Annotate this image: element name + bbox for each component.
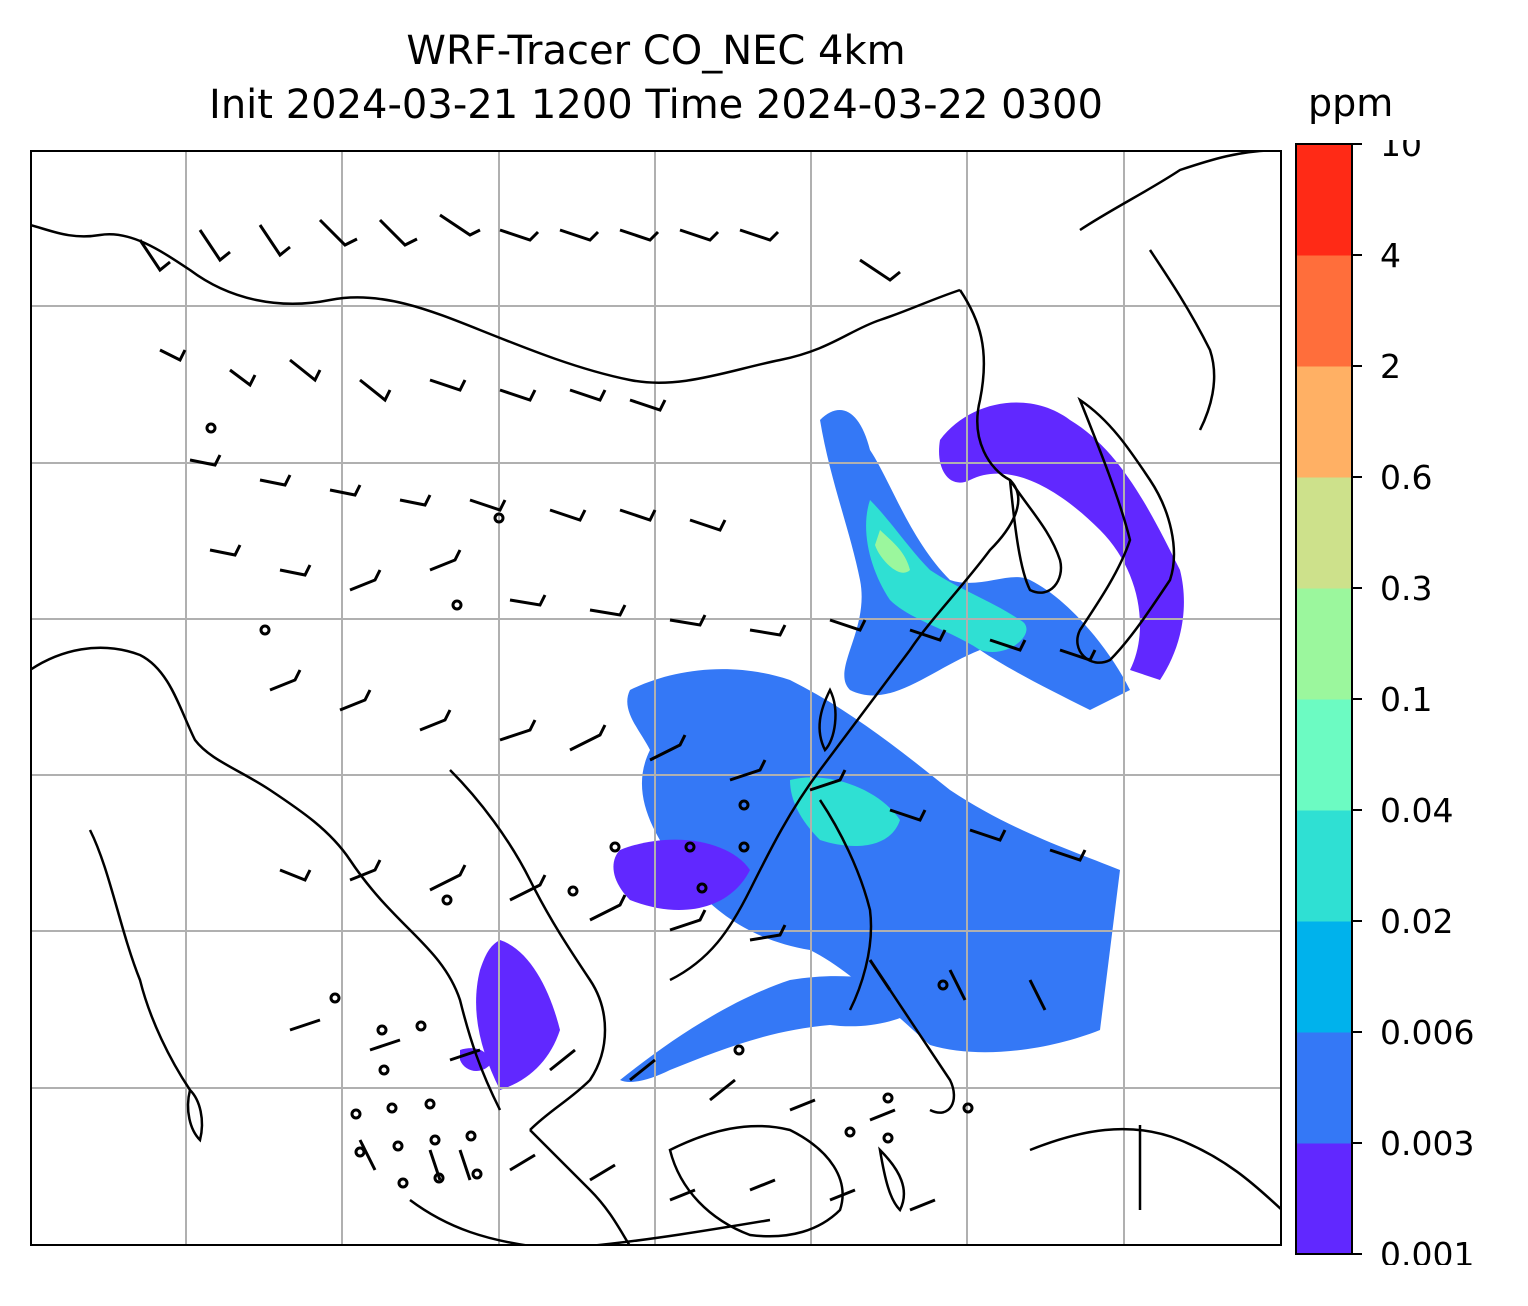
map-subtitle: Init 2024-03-21 1200 Time 2024-03-22 030…: [209, 82, 1103, 128]
gridlines: [30, 150, 1282, 1246]
colorbar-tick-label: 0.6: [1380, 458, 1432, 497]
plume-north: [820, 410, 1130, 710]
map-title: WRF-Tracer CO_NEC 4km: [406, 28, 906, 74]
colorbar-tick-label: 0.3: [1380, 569, 1432, 608]
coast-sulawesi: [878, 1146, 906, 1213]
colorbar-ticks: 0.001 0.003 0.006 0.02 0.04 0.1 0.3 0.6 2 4 10: [1352, 140, 1474, 1265]
colorbar-unit: ppm: [1308, 81, 1394, 125]
colorbar-tick-label: 0.006: [1380, 1013, 1474, 1052]
coast-indochina: [449, 769, 607, 1131]
colorbar-tick-label: 2: [1380, 347, 1401, 386]
coast-korea: [1008, 479, 1063, 594]
colorbar-tick-label: 4: [1380, 236, 1401, 275]
coast-east-china: [669, 289, 1020, 982]
colorbar-segment: [1296, 1032, 1352, 1144]
coast-srilanka: [186, 1087, 204, 1143]
colorbar-segment: [1296, 477, 1352, 589]
colorbar-segment: [1296, 699, 1352, 811]
tracer-plume: [460, 402, 1184, 1090]
colorbar-segment: [1296, 1143, 1352, 1255]
colorbar-tick-label: 0.1: [1380, 680, 1432, 719]
colorbar-segment: [1296, 921, 1352, 1033]
colorbar: 0.001 0.003 0.006 0.02 0.04 0.1 0.3 0.6 2 4 10: [1295, 140, 1474, 1265]
plume-north-peak: [875, 530, 910, 573]
colorbar-segment: [1296, 810, 1352, 922]
plume-middle-core: [790, 777, 900, 846]
coast-kamchatka: [1079, 150, 1282, 431]
colorbar-segment: [1296, 588, 1352, 700]
map-panel: [30, 150, 1282, 1246]
colorbar-tick-label: 0.001: [1380, 1235, 1474, 1265]
plume-south-outer: [476, 940, 560, 1090]
coastlines: [30, 150, 1282, 1246]
colorbar-tick-label: 10: [1380, 140, 1422, 164]
coast-malay-peninsula: [529, 1129, 632, 1246]
colorbar-segment: [1296, 144, 1352, 256]
colorbar-segment: [1296, 255, 1352, 367]
plume-middle-outer: [613, 839, 750, 910]
colorbar-segments: [1296, 144, 1352, 1255]
colorbar-tick-label: 0.02: [1380, 902, 1453, 941]
plume-north-loop: [939, 402, 1184, 680]
coast-japan: [1076, 396, 1176, 664]
colorbar-segment: [1296, 366, 1352, 478]
plume-south: [620, 976, 930, 1082]
coast-philippines: [818, 799, 956, 1114]
colorbar-tick-label: 0.003: [1380, 1124, 1474, 1163]
wind-barbs: [138, 213, 1097, 1212]
coast-new-guinea: [1029, 1127, 1282, 1211]
coast-central-asia: [30, 223, 961, 384]
plume-north-core: [866, 500, 1027, 653]
calm-wind-markers: [205, 422, 974, 1189]
coast-borneo: [668, 1124, 844, 1238]
coast-taiwan: [818, 687, 837, 753]
plume-middle: [627, 669, 1120, 1053]
coast-sumatra-java: [409, 1198, 771, 1246]
coast-indian-subcontinent: [30, 646, 502, 1111]
colorbar-tick-label: 0.04: [1380, 791, 1453, 830]
